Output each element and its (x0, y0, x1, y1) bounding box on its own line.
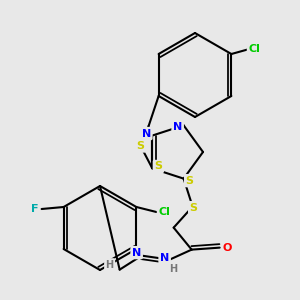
Text: S: S (190, 202, 198, 213)
Text: Cl: Cl (248, 44, 260, 54)
Text: N: N (132, 248, 141, 258)
Text: N: N (142, 128, 151, 139)
Text: H: H (106, 260, 114, 270)
Text: H: H (169, 264, 178, 274)
Text: N: N (160, 253, 169, 262)
Text: N: N (173, 122, 182, 132)
Text: S: S (186, 176, 194, 186)
Text: Cl: Cl (158, 207, 170, 217)
Text: F: F (31, 204, 38, 214)
Text: O: O (223, 243, 232, 253)
Text: S: S (154, 161, 162, 172)
Text: S: S (136, 141, 145, 151)
